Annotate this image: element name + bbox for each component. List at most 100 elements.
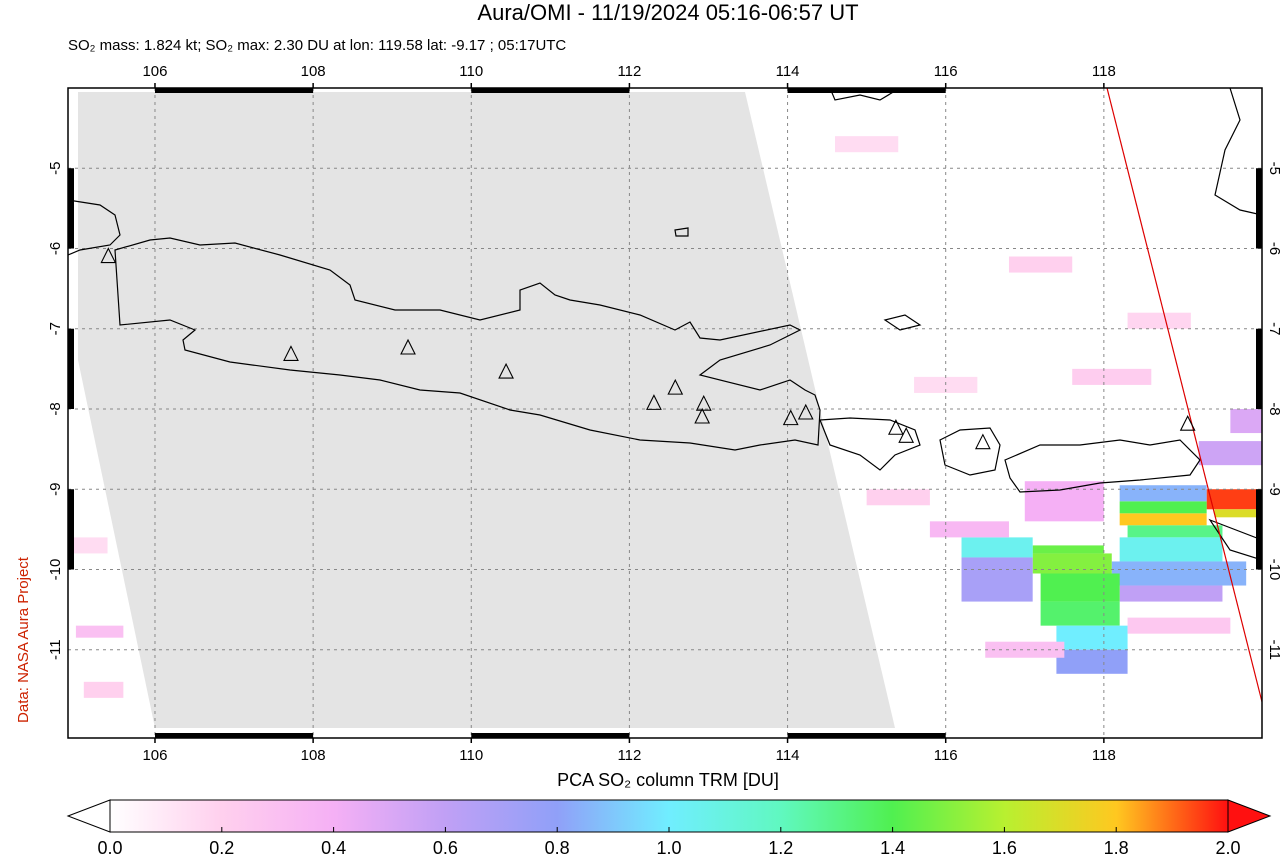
coast-sumba (1208, 518, 1262, 561)
y-tick-label: -11 (47, 639, 64, 660)
colorbar-tick-label: 0.8 (545, 838, 570, 855)
frame-bars (68, 83, 1262, 743)
so2-cell (1111, 561, 1247, 586)
colorbar-tick-label: 1.4 (880, 838, 905, 855)
so2-cell (1119, 485, 1207, 502)
so2-cell (961, 537, 1033, 558)
so2-cell (1040, 601, 1120, 626)
so2-cell (1040, 573, 1120, 602)
x-tick-label: 112 (617, 63, 641, 80)
so2-cell (961, 557, 1033, 602)
volcano-marker (100, 247, 117, 264)
so2-cell (1119, 501, 1207, 514)
subtitle: SO₂ mass: 1.824 kt; SO₂ max: 2.30 DU at … (68, 37, 566, 54)
coast-java (114, 237, 821, 451)
so2-cell (1127, 312, 1191, 329)
y-tick-label: -9 (47, 483, 64, 496)
x-tick-label: 108 (301, 63, 326, 80)
colorbar-tick-label: 0.2 (209, 838, 234, 855)
frame-bar (154, 733, 314, 738)
frame-bar (471, 88, 630, 93)
frame-bar (154, 88, 314, 93)
colorbar-tick-label: 1.0 (656, 838, 681, 855)
so2-cell (75, 625, 124, 638)
so2-cell (866, 489, 930, 506)
frame-bar (787, 733, 946, 738)
frame-bar (787, 88, 946, 93)
volcano-marker (646, 394, 662, 410)
coast-borneo (829, 88, 901, 101)
so2-cell (1072, 368, 1152, 385)
colorbar-tick-label: 0.0 (97, 838, 122, 855)
no-data-region (78, 92, 895, 728)
side-note: Data: NASA Aura Project (15, 556, 32, 723)
so2-cell (1008, 256, 1073, 273)
coast-lombok (939, 427, 1001, 476)
so2-cell (1056, 625, 1128, 650)
volcano-marker (1179, 415, 1196, 431)
y-tick-label: -10 (1266, 559, 1283, 581)
x-tick-label: 106 (142, 747, 167, 764)
x-tick-label: 110 (459, 63, 483, 80)
volcano-marker (974, 433, 991, 450)
x-tick-label: 116 (934, 747, 958, 764)
so2-cell (1127, 617, 1231, 634)
orbit-track (1106, 88, 1262, 703)
volcano-marker (694, 407, 711, 424)
y-tick-label: -7 (47, 322, 64, 335)
x-tick-label: 118 (1092, 63, 1116, 80)
tick-labels: 106 106 108 108 110 110 112 112 114 114 116 116 118 1… (47, 63, 1283, 764)
y-tick-label: -11 (1266, 639, 1283, 660)
so2-cell (1214, 509, 1262, 518)
x-tick-label: 110 (459, 747, 483, 764)
y-tick-label: -8 (1266, 402, 1283, 415)
volcano-marker (888, 419, 904, 435)
colorbar-tick-label: 1.6 (992, 838, 1017, 855)
so2-cell (83, 681, 124, 698)
coast-sumatra (68, 199, 121, 256)
volcano-marker (667, 378, 684, 395)
frame-bar (1256, 328, 1262, 409)
volcano-marker (498, 362, 514, 379)
y-tick-label: -6 (47, 242, 64, 255)
so2-cell (1198, 441, 1262, 466)
frame-bar (1256, 489, 1262, 570)
colorbar-tick-label: 1.8 (1104, 838, 1129, 855)
overlay (100, 88, 1262, 703)
colorbar-arrow-low (66, 799, 111, 833)
so2-cell (71, 537, 108, 554)
x-tick-label: 114 (776, 63, 800, 80)
colorbar: 0.0 0.2 0.4 0.6 0.8 1.0 1.2 1.4 1.6 1.8 2.0 (66, 799, 1272, 858)
colorbar-tick-label: 2.0 (1215, 838, 1240, 855)
x-tick-label: 116 (934, 63, 958, 80)
colorbar-scale (109, 799, 1229, 833)
x-tick-label: 114 (776, 747, 800, 764)
y-tick-label: -6 (1266, 242, 1283, 255)
y-tick-label: -10 (47, 559, 64, 581)
y-tick-label: -8 (47, 402, 64, 415)
volcano-marker (695, 394, 712, 411)
colorbar-label: PCA SO₂ column TRM [DU] (557, 770, 779, 790)
volcano-marker (283, 345, 299, 361)
frame-bar (471, 733, 630, 738)
x-tick-label: 118 (1092, 747, 1116, 764)
frame-bar (68, 328, 74, 409)
volcano-marker (797, 403, 814, 420)
volcano-marker (782, 409, 799, 426)
so2-cell (929, 521, 1009, 538)
colorbar-tick-label: 0.6 (433, 838, 458, 855)
volcano-marker (400, 338, 416, 355)
coast-bali (819, 417, 921, 471)
x-tick-label: 106 (142, 63, 167, 80)
title: Aura/OMI - 11/19/2024 05:16-06:57 UT (477, 0, 858, 25)
map-frame (67, 87, 1263, 739)
coastlines (68, 88, 1262, 561)
so2-cell (985, 641, 1065, 658)
data-layer (71, 136, 1262, 698)
frame-bar (68, 168, 74, 249)
colorbar-tick-label: 0.4 (321, 838, 346, 855)
frame-bar (68, 489, 74, 570)
so2-cell (835, 136, 899, 153)
x-tick-label: 112 (617, 747, 641, 764)
